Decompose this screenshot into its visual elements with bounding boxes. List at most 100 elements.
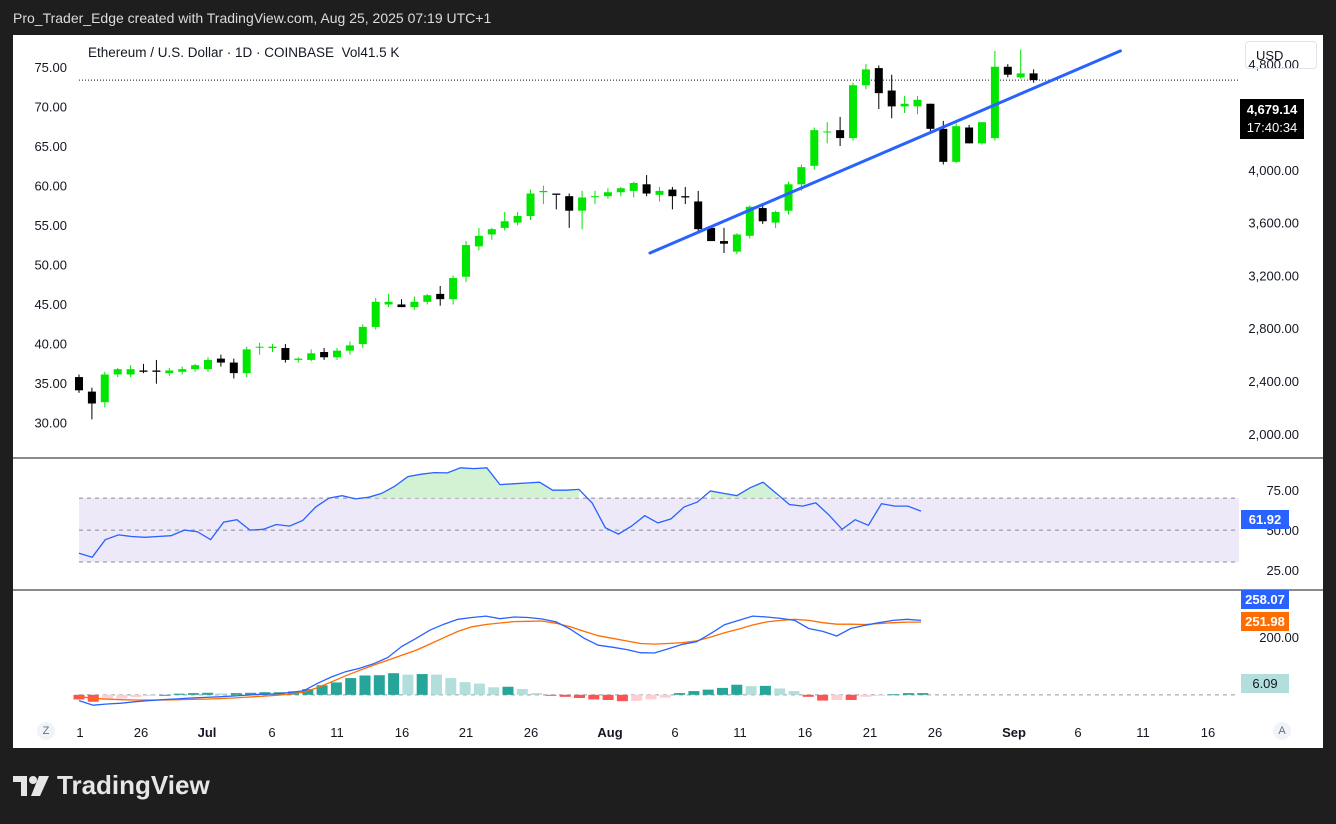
candle-body [874,68,883,94]
candle-body [758,208,767,222]
macd-histogram-bar [559,694,571,697]
macd-histogram-bar [202,692,214,695]
rsi-value-tag: 61.92 [1241,510,1289,529]
left-axis-tick: 30.00 [34,416,67,431]
bar-countdown: 17:40:34 [1246,120,1298,135]
macd-line [78,615,922,706]
candle-body [229,362,238,374]
macd-histogram-bar [416,674,428,695]
time-axis-tick: 11 [733,725,747,740]
candle-body [474,235,483,247]
chart-caption: Pro_Trader_Edge created with TradingView… [13,10,492,26]
candle-body [642,184,651,194]
candle-body [784,184,793,211]
time-axis-tick: 26 [134,725,148,740]
auto-zoom-button[interactable]: Z [37,722,55,740]
macd-histogram-bar [774,688,786,695]
macd-histogram-bar [345,678,357,695]
chart-panel[interactable]: 4,800.004,400.004,000.003,600.003,200.00… [13,35,1323,748]
histogram-value-tag: 6.09 [1241,674,1289,693]
left-axis-tick: 50.00 [34,258,67,273]
candle-body [152,370,161,372]
candle-body [126,369,135,375]
time-axis-tick: 21 [863,725,877,740]
macd-histogram-bar [574,694,585,698]
symbol-name: Ethereum / U.S. Dollar · 1D · COINBASE [88,45,335,60]
candle-body [436,293,445,300]
time-axis-tick: 11 [1136,725,1150,740]
candle-body [1016,73,1025,78]
macd-histogram-bar [230,693,242,695]
macd-histogram-bar [831,694,843,701]
candle-body [191,365,200,370]
macd-histogram-bar [888,694,900,696]
macd-histogram-bar [145,694,156,696]
price-axis-tick: 2,000.00 [1248,427,1299,442]
candle-body [694,201,703,230]
time-axis-tick: 26 [928,725,942,740]
rsi-axis-tick: 75.00 [1266,483,1299,498]
candle-body [384,301,393,305]
candle-body [333,350,341,358]
candle-body [526,193,535,216]
macd-histogram-bar [817,694,829,701]
left-axis-tick: 65.00 [34,139,67,154]
chart-canvas[interactable]: 4,800.004,400.004,000.003,600.003,200.00… [13,35,1323,748]
macd-histogram-bar [187,693,199,695]
macd-histogram-bar [459,682,471,695]
candle-body [745,206,754,236]
macd-histogram-bar [159,694,171,696]
macd-value-tag: 258.07 [1241,590,1289,609]
macd-histogram-bar [516,689,528,695]
candle-body [926,103,935,129]
candle-body [500,221,509,228]
macd-histogram-bar [702,689,714,695]
candle-body [1029,73,1038,81]
macd-histogram-bar [745,686,757,695]
candle-body [449,278,458,300]
left-axis-tick: 35.00 [34,376,67,391]
volume-readout: Vol41.5 K [341,45,400,60]
rsi-axis-tick: 25.00 [1266,563,1299,578]
candle-body [139,370,148,372]
price-axis-tick: 4,000.00 [1248,163,1299,178]
macd-histogram-bar [102,694,114,701]
candle-body [75,377,83,391]
time-axis-tick: 26 [524,725,538,740]
macd-histogram-bar [674,693,686,695]
currency-button[interactable]: USD [1245,41,1317,69]
candle-body [887,90,896,107]
macd-histogram-bar [860,694,871,697]
left-axis-tick: 75.00 [34,60,67,75]
candle-body [978,122,986,144]
candle-body [810,130,819,166]
time-axis-tick: 6 [268,725,275,740]
macd-histogram-bar [631,694,643,701]
time-axis-tick: Aug [597,725,622,740]
macd-histogram-bar [359,675,371,695]
macd-histogram-bar [173,693,185,695]
candle-body [345,345,354,351]
left-axis-tick: 45.00 [34,297,67,312]
candle-body [358,326,367,345]
macd-histogram-bar [588,694,600,700]
auto-scale-button[interactable]: A [1273,722,1291,740]
time-axis-tick: Jul [198,725,217,740]
macd-histogram-bar [116,694,128,699]
candle-body [591,196,599,198]
macd-histogram-bar [845,694,857,701]
time-axis-tick: 6 [671,725,678,740]
macd-histogram-bar [545,694,557,696]
tradingview-logo: TradingView [13,770,210,801]
candle-body [797,167,806,185]
last-price-tag: 4,679.14 17:40:34 [1240,99,1304,139]
candle-body [578,197,587,211]
macd-histogram-bar [445,678,457,695]
rsi-line [78,467,922,558]
candle-body [913,99,922,107]
candle-body [100,374,109,403]
macd-histogram-bar [373,675,385,695]
candle-body [165,370,174,374]
macd-histogram-bar [488,687,500,695]
time-axis-tick: 16 [1201,725,1215,740]
